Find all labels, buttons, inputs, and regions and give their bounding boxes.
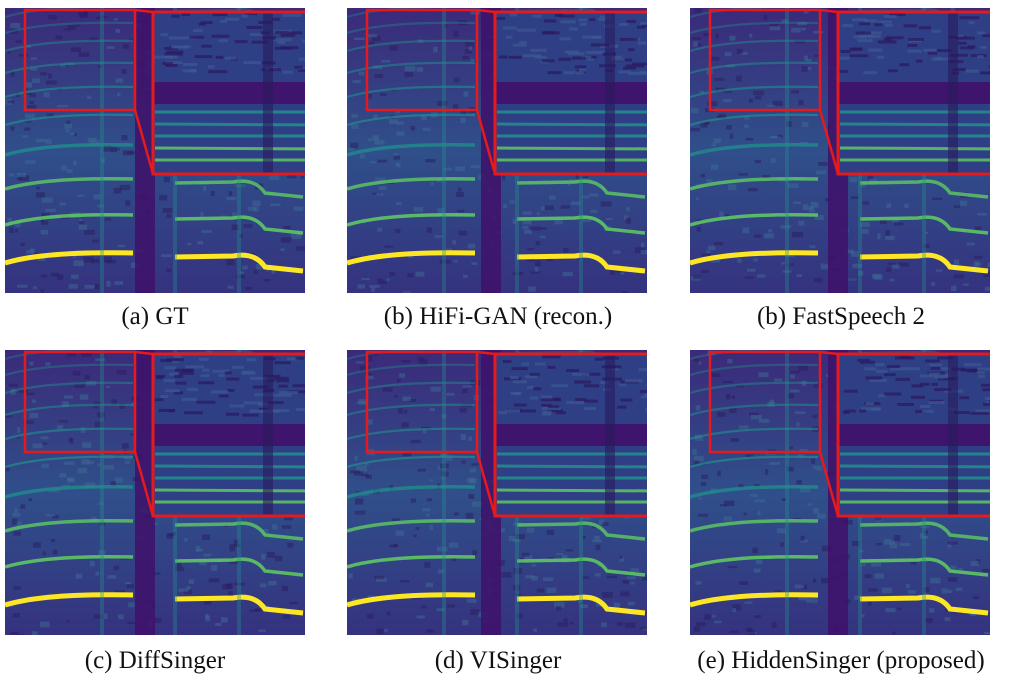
- caption-hiddensinger: (e) HiddenSinger (proposed): [697, 647, 985, 674]
- caption-fastspeech2: (b) FastSpeech 2: [756, 303, 926, 330]
- spectrogram-panel-visinger: [347, 350, 647, 635]
- caption-visinger: (d) VISinger: [434, 647, 562, 674]
- spectrogram-panel-fastspeech2: [690, 8, 990, 293]
- spectrogram-panel-diffsinger: [5, 350, 305, 635]
- spectrogram-image: [347, 350, 647, 635]
- spectrogram-panel-gt: [5, 8, 305, 293]
- caption-hifigan: (b) HiFi-GAN (recon.): [383, 303, 613, 330]
- spectrogram-image: [5, 350, 305, 635]
- spectrogram-image: [690, 8, 990, 293]
- spectrogram-image: [690, 350, 990, 635]
- spectrogram-panel-hiddensinger: [690, 350, 990, 635]
- caption-gt: (a) GT: [121, 303, 189, 330]
- spectrogram-panel-hifigan: [347, 8, 647, 293]
- spectrogram-image: [5, 8, 305, 293]
- caption-diffsinger: (c) DiffSinger: [84, 647, 226, 674]
- spectrogram-image: [347, 8, 647, 293]
